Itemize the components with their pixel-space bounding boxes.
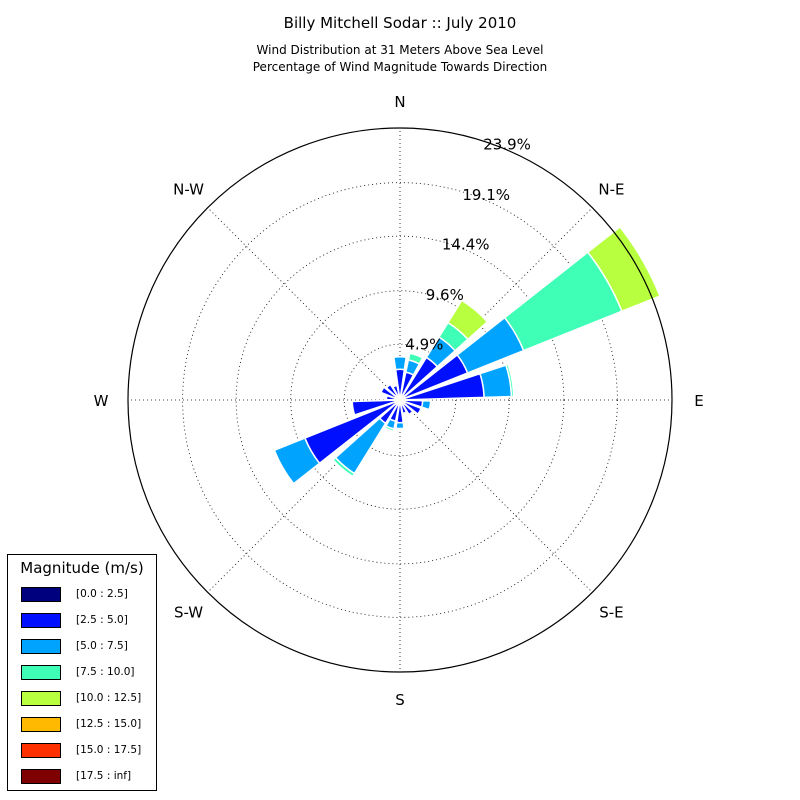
legend-swatch [21, 769, 61, 784]
legend-title: Magnitude (m/s) [20, 559, 144, 577]
radial-tick-label-4: 23.9% [483, 136, 531, 154]
bar-dir-40-bin-4 [446, 299, 489, 341]
bar-dir-180-bin-2 [395, 421, 405, 430]
legend-label: [10.0 : 12.5] [76, 692, 142, 704]
bar-dir-80-bin-3 [505, 363, 515, 398]
radial-tick-label-2: 14.4% [442, 236, 490, 254]
legend-swatch [21, 665, 61, 680]
legend-swatch [21, 613, 61, 628]
legend-label: [12.5 : 15.0] [76, 718, 142, 730]
polar-labels: N N-E E S-E S S-W W N-W 4.9% 9.6% 14.4% 19.1% 23.9% [94, 93, 704, 709]
radial-tick-label-0: 4.9% [405, 335, 443, 353]
legend-label: [0.0 : 2.5] [76, 588, 128, 600]
direction-label-s-w: S-W [174, 603, 203, 621]
polar-grid [128, 128, 672, 672]
direction-label-s: S [395, 691, 405, 709]
legend-label: [5.0 : 7.5] [76, 640, 128, 652]
legend-swatch [21, 639, 61, 654]
legend-swatch [21, 691, 61, 706]
bar-dir-100-bin-2 [420, 399, 432, 411]
direction-label-e: E [694, 392, 703, 410]
bar-dir-340-bin-1 [391, 384, 401, 399]
radial-gridline-2 [235, 235, 565, 565]
angular-gridline-s-e [399, 399, 593, 593]
bar-dir-200-bin-3 [383, 425, 395, 433]
windrose-bars [272, 225, 661, 486]
bar-dir-0-bin-2 [392, 356, 408, 371]
legend-label: [15.0 : 17.5] [76, 744, 142, 756]
polar-outer-circle [127, 127, 673, 673]
bar-dir-220-bin-3 [331, 456, 356, 478]
radial-gridline-1 [290, 290, 510, 510]
direction-label-s-e: S-E [599, 603, 623, 621]
legend-label: [17.5 : inf] [76, 770, 132, 782]
radial-tick-label-3: 19.1% [462, 186, 510, 204]
direction-label-n-w: N-W [173, 181, 204, 199]
chart-subtitle-line-1: Wind Distribution at 31 Meters Above Sea… [257, 43, 544, 57]
direction-label-n: N [394, 93, 405, 111]
radial-gridline-3 [182, 182, 618, 618]
radial-gridline-0 [343, 343, 457, 457]
legend: Magnitude (m/s) [0.0 : 2.5] [2.5 : 5.0] [5… [7, 554, 157, 791]
legend-label: [2.5 : 5.0] [76, 614, 128, 626]
chart-subtitle-line-2: Percentage of Wind Magnitude Towards Dir… [253, 60, 547, 74]
radial-tick-label-1: 9.6% [426, 286, 464, 304]
bar-dir-20-bin-3 [407, 352, 424, 365]
bar-dir-60-bin-4 [586, 225, 661, 313]
legend-swatch [21, 587, 61, 602]
angular-gridline-n-w [207, 207, 401, 401]
direction-label-w: W [94, 392, 109, 410]
legend-swatch [21, 743, 61, 758]
direction-label-n-e: N-E [598, 181, 624, 199]
bar-dir-240-bin-3 [272, 449, 295, 486]
chart-title: Billy Mitchell Sodar :: July 2010 [284, 14, 517, 32]
legend-swatch [21, 717, 61, 732]
legend-label: [7.5 : 10.0] [76, 666, 135, 678]
